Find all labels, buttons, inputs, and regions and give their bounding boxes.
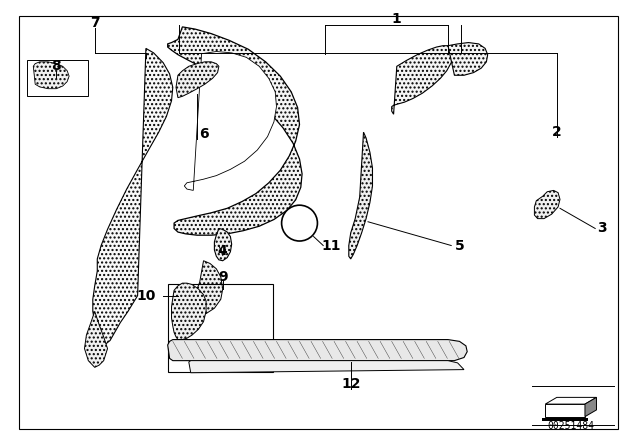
Polygon shape — [349, 132, 372, 259]
Text: 10: 10 — [136, 289, 156, 303]
Polygon shape — [168, 340, 467, 361]
Polygon shape — [33, 62, 69, 89]
Text: 2: 2 — [552, 125, 562, 139]
Polygon shape — [184, 52, 276, 190]
Text: 1: 1 — [392, 12, 402, 26]
Polygon shape — [84, 311, 108, 367]
Text: 9: 9 — [218, 270, 228, 284]
Text: 4: 4 — [218, 244, 228, 258]
Polygon shape — [168, 27, 302, 235]
Polygon shape — [392, 46, 453, 114]
Text: 6: 6 — [198, 127, 209, 142]
Polygon shape — [93, 48, 173, 344]
Bar — [27, 60, 88, 96]
Polygon shape — [189, 361, 464, 373]
Polygon shape — [214, 228, 232, 261]
Polygon shape — [182, 340, 189, 361]
Text: 3: 3 — [596, 221, 607, 236]
Polygon shape — [534, 190, 560, 219]
Text: 00251484: 00251484 — [547, 422, 595, 431]
Bar — [542, 418, 588, 421]
Text: 12: 12 — [341, 377, 360, 392]
Bar — [168, 284, 273, 372]
Polygon shape — [585, 397, 596, 417]
Polygon shape — [448, 43, 488, 75]
Polygon shape — [545, 397, 596, 404]
Bar — [545, 404, 585, 417]
Text: 11: 11 — [322, 238, 341, 253]
Polygon shape — [172, 283, 206, 340]
Polygon shape — [193, 261, 223, 314]
Polygon shape — [176, 62, 219, 98]
Text: 7: 7 — [90, 16, 100, 30]
Text: 5: 5 — [454, 238, 465, 253]
Circle shape — [282, 205, 317, 241]
Text: 8: 8 — [51, 59, 61, 73]
